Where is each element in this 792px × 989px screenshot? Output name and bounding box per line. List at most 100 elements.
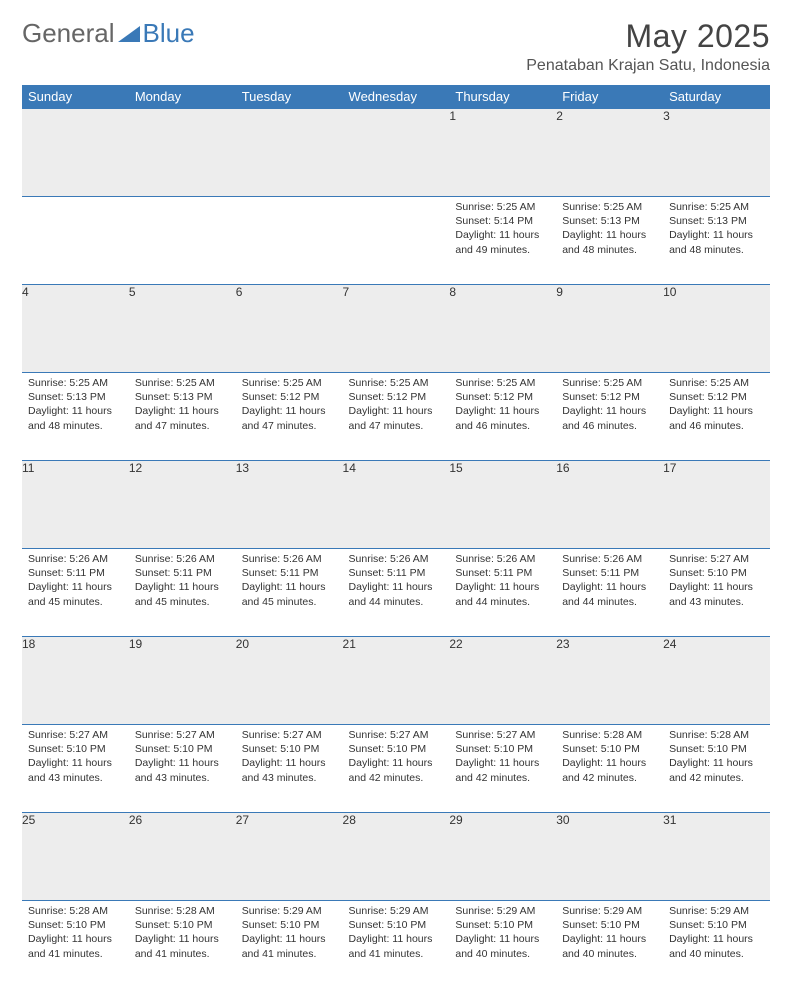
sunset-text: Sunset: 5:11 PM (28, 566, 123, 580)
sunrise-text: Sunrise: 5:26 AM (349, 552, 444, 566)
daylight-text: Daylight: 11 hours and 43 minutes. (28, 756, 123, 784)
sunset-text: Sunset: 5:10 PM (349, 918, 444, 932)
daylight-text: Daylight: 11 hours and 47 minutes. (135, 404, 230, 432)
sunrise-text: Sunrise: 5:29 AM (349, 904, 444, 918)
daylight-text: Daylight: 11 hours and 44 minutes. (349, 580, 444, 608)
day-details: Sunrise: 5:29 AMSunset: 5:10 PMDaylight:… (449, 901, 556, 965)
sunrise-text: Sunrise: 5:26 AM (455, 552, 550, 566)
daylight-text: Daylight: 11 hours and 40 minutes. (562, 932, 657, 960)
day-content-cell: Sunrise: 5:25 AMSunset: 5:13 PMDaylight:… (663, 197, 770, 285)
day-content-cell (343, 197, 450, 285)
day-content-cell: Sunrise: 5:25 AMSunset: 5:12 PMDaylight:… (449, 373, 556, 461)
daylight-text: Daylight: 11 hours and 41 minutes. (242, 932, 337, 960)
sunrise-text: Sunrise: 5:25 AM (669, 200, 764, 214)
day-number-cell: 22 (449, 637, 556, 725)
day-details: Sunrise: 5:29 AMSunset: 5:10 PMDaylight:… (556, 901, 663, 965)
sunset-text: Sunset: 5:10 PM (28, 918, 123, 932)
daylight-text: Daylight: 11 hours and 43 minutes. (669, 580, 764, 608)
day-content-cell: Sunrise: 5:27 AMSunset: 5:10 PMDaylight:… (129, 725, 236, 813)
day-details: Sunrise: 5:26 AMSunset: 5:11 PMDaylight:… (236, 549, 343, 613)
sunrise-text: Sunrise: 5:27 AM (349, 728, 444, 742)
location: Penataban Krajan Satu, Indonesia (526, 57, 770, 75)
sunrise-text: Sunrise: 5:28 AM (135, 904, 230, 918)
day-content-row: Sunrise: 5:26 AMSunset: 5:11 PMDaylight:… (22, 549, 770, 637)
day-number-cell: 25 (22, 813, 129, 901)
day-content-cell: Sunrise: 5:26 AMSunset: 5:11 PMDaylight:… (22, 549, 129, 637)
day-details: Sunrise: 5:29 AMSunset: 5:10 PMDaylight:… (343, 901, 450, 965)
day-details: Sunrise: 5:29 AMSunset: 5:10 PMDaylight:… (236, 901, 343, 965)
day-number-cell: 10 (663, 285, 770, 373)
sunset-text: Sunset: 5:11 PM (135, 566, 230, 580)
daylight-text: Daylight: 11 hours and 45 minutes. (28, 580, 123, 608)
day-details: Sunrise: 5:25 AMSunset: 5:12 PMDaylight:… (449, 373, 556, 437)
sunrise-text: Sunrise: 5:25 AM (562, 376, 657, 390)
day-details: Sunrise: 5:25 AMSunset: 5:13 PMDaylight:… (663, 197, 770, 261)
day-details: Sunrise: 5:27 AMSunset: 5:10 PMDaylight:… (129, 725, 236, 789)
day-number-cell (22, 109, 129, 197)
day-number-cell: 30 (556, 813, 663, 901)
day-number-cell: 2 (556, 109, 663, 197)
day-number-cell: 7 (343, 285, 450, 373)
sunrise-text: Sunrise: 5:28 AM (562, 728, 657, 742)
daylight-text: Daylight: 11 hours and 48 minutes. (28, 404, 123, 432)
day-number-cell: 4 (22, 285, 129, 373)
day-content-row: Sunrise: 5:25 AMSunset: 5:13 PMDaylight:… (22, 373, 770, 461)
sunrise-text: Sunrise: 5:25 AM (669, 376, 764, 390)
sunrise-text: Sunrise: 5:29 AM (562, 904, 657, 918)
day-number-cell: 13 (236, 461, 343, 549)
weekday-header: Tuesday (236, 85, 343, 109)
day-number-cell: 20 (236, 637, 343, 725)
day-content-cell: Sunrise: 5:27 AMSunset: 5:10 PMDaylight:… (236, 725, 343, 813)
sunset-text: Sunset: 5:10 PM (562, 742, 657, 756)
day-content-cell: Sunrise: 5:28 AMSunset: 5:10 PMDaylight:… (663, 725, 770, 813)
daylight-text: Daylight: 11 hours and 42 minutes. (669, 756, 764, 784)
sunrise-text: Sunrise: 5:26 AM (242, 552, 337, 566)
day-number-cell: 19 (129, 637, 236, 725)
daylight-text: Daylight: 11 hours and 46 minutes. (669, 404, 764, 432)
sunrise-text: Sunrise: 5:27 AM (455, 728, 550, 742)
daylight-text: Daylight: 11 hours and 42 minutes. (562, 756, 657, 784)
day-number-cell: 28 (343, 813, 450, 901)
daylight-text: Daylight: 11 hours and 40 minutes. (455, 932, 550, 960)
weekday-header: Thursday (449, 85, 556, 109)
daylight-text: Daylight: 11 hours and 46 minutes. (455, 404, 550, 432)
sunset-text: Sunset: 5:10 PM (562, 918, 657, 932)
day-number-cell: 27 (236, 813, 343, 901)
day-content-cell (129, 197, 236, 285)
title-block: May 2025 Penataban Krajan Satu, Indonesi… (526, 18, 770, 75)
daylight-text: Daylight: 11 hours and 48 minutes. (562, 228, 657, 256)
daylight-text: Daylight: 11 hours and 44 minutes. (562, 580, 657, 608)
day-content-cell (22, 197, 129, 285)
sunrise-text: Sunrise: 5:25 AM (455, 376, 550, 390)
sunset-text: Sunset: 5:10 PM (135, 918, 230, 932)
day-number-cell: 15 (449, 461, 556, 549)
day-number-cell (343, 109, 450, 197)
day-number-cell: 9 (556, 285, 663, 373)
day-number-cell: 21 (343, 637, 450, 725)
day-content-cell: Sunrise: 5:25 AMSunset: 5:13 PMDaylight:… (556, 197, 663, 285)
day-details: Sunrise: 5:27 AMSunset: 5:10 PMDaylight:… (343, 725, 450, 789)
day-details: Sunrise: 5:26 AMSunset: 5:11 PMDaylight:… (556, 549, 663, 613)
sunrise-text: Sunrise: 5:25 AM (242, 376, 337, 390)
day-details: Sunrise: 5:26 AMSunset: 5:11 PMDaylight:… (22, 549, 129, 613)
day-content-cell: Sunrise: 5:27 AMSunset: 5:10 PMDaylight:… (22, 725, 129, 813)
sunrise-text: Sunrise: 5:25 AM (28, 376, 123, 390)
sunrise-text: Sunrise: 5:28 AM (28, 904, 123, 918)
sunrise-text: Sunrise: 5:27 AM (669, 552, 764, 566)
day-number-row: 25262728293031 (22, 813, 770, 901)
day-number-row: 11121314151617 (22, 461, 770, 549)
day-number-cell: 11 (22, 461, 129, 549)
header: General Blue May 2025 Penataban Krajan S… (22, 18, 770, 75)
logo-text-1: General (22, 18, 115, 49)
day-details: Sunrise: 5:29 AMSunset: 5:10 PMDaylight:… (663, 901, 770, 965)
daylight-text: Daylight: 11 hours and 41 minutes. (135, 932, 230, 960)
day-content-cell: Sunrise: 5:26 AMSunset: 5:11 PMDaylight:… (236, 549, 343, 637)
day-content-cell: Sunrise: 5:29 AMSunset: 5:10 PMDaylight:… (449, 901, 556, 989)
sunset-text: Sunset: 5:12 PM (242, 390, 337, 404)
day-details: Sunrise: 5:25 AMSunset: 5:13 PMDaylight:… (556, 197, 663, 261)
day-details: Sunrise: 5:25 AMSunset: 5:14 PMDaylight:… (449, 197, 556, 261)
sunset-text: Sunset: 5:10 PM (455, 742, 550, 756)
daylight-text: Daylight: 11 hours and 47 minutes. (349, 404, 444, 432)
daylight-text: Daylight: 11 hours and 47 minutes. (242, 404, 337, 432)
day-content-cell: Sunrise: 5:28 AMSunset: 5:10 PMDaylight:… (556, 725, 663, 813)
